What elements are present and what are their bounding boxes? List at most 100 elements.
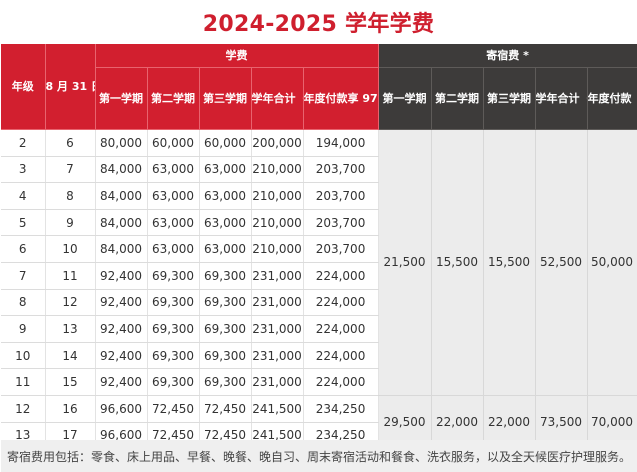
header-boarding-annual: 年度付款（人民币）: [587, 67, 637, 130]
tuition-term3-cell: 69,300: [199, 289, 252, 317]
tuition-term3-cell: 63,000: [199, 182, 252, 210]
tuition-term2-cell: 69,300: [147, 315, 200, 343]
tuition-term3-cell: 72,450: [199, 395, 252, 423]
header-boarding: 寄宿费 *: [378, 44, 637, 68]
tuition-total-cell: 231,000: [251, 262, 304, 290]
header-boarding-term3: 第三学期: [483, 67, 536, 130]
table-row: 11 15 92,400 69,300 69,300 231,000 224,000: [1, 368, 637, 396]
boarding-term1-cell: 29,500: [378, 395, 432, 450]
tuition-term2-cell: 63,000: [147, 235, 200, 263]
age-cell: 8: [45, 182, 96, 210]
tuition-total-cell: 231,000: [251, 368, 304, 396]
boarding-total-cell: 52,500: [535, 129, 588, 396]
header-tuition-annual: 年度付款享 97 折（人民币）: [303, 67, 379, 130]
age-cell: 11: [45, 262, 96, 290]
header-tuition-term1: 第一学期: [95, 67, 148, 130]
tuition-term3-cell: 63,000: [199, 209, 252, 237]
tuition-term1-cell: 84,000: [95, 235, 148, 263]
tuition-term2-cell: 72,450: [147, 395, 200, 423]
tuition-annual-cell: 194,000: [303, 129, 379, 157]
header-tuition-total: 学年合计（人民币）: [251, 67, 304, 130]
tuition-total-cell: 241,500: [251, 395, 304, 423]
tuition-term3-cell: 63,000: [199, 156, 252, 184]
tuition-term3-cell: 69,300: [199, 315, 252, 343]
table-row: 9 13 92,400 69,300 69,300 231,000 224,000: [1, 315, 637, 343]
tuition-annual-cell: 224,000: [303, 289, 379, 317]
boarding-term3-cell: 15,500: [483, 129, 536, 396]
table-row: 3 7 84,000 63,000 63,000 210,000 203,700: [1, 156, 637, 184]
grade-cell: 4: [1, 182, 46, 210]
header-boarding-term1: 第一学期: [378, 67, 432, 130]
footnote: 寄宿费用包括：零食、床上用品、早餐、晚餐、晚自习、周末寄宿活动和餐食、洗衣服务，…: [1, 440, 637, 472]
tuition-term1-cell: 84,000: [95, 156, 148, 184]
table-row: 8 12 92,400 69,300 69,300 231,000 224,000: [1, 289, 637, 317]
age-cell: 7: [45, 156, 96, 184]
tuition-term2-cell: 69,300: [147, 342, 200, 370]
header-tuition-term2: 第二学期: [147, 67, 200, 130]
tuition-term1-cell: 96,600: [95, 395, 148, 423]
tuition-term3-cell: 60,000: [199, 129, 252, 157]
grade-cell: 8: [1, 289, 46, 317]
grade-cell: 9: [1, 315, 46, 343]
tuition-term1-cell: 92,400: [95, 315, 148, 343]
table-row: 5 9 84,000 63,000 63,000 210,000 203,700: [1, 209, 637, 237]
age-cell: 13: [45, 315, 96, 343]
table-row: 12 16 96,600 72,450 72,450 241,500 234,250 29,5…: [1, 395, 637, 450]
grade-cell: 2: [1, 129, 46, 157]
tuition-term1-cell: 92,400: [95, 342, 148, 370]
tuition-term1-cell: 92,400: [95, 368, 148, 396]
tuition-annual-cell: 203,700: [303, 182, 379, 210]
tuition-annual-cell: 234,250: [303, 395, 379, 423]
tuition-term3-cell: 69,300: [199, 368, 252, 396]
header-boarding-total: 学年合计（人民币）: [535, 67, 588, 130]
tuition-annual-cell: 224,000: [303, 342, 379, 370]
table-row: 6 10 84,000 63,000 63,000 210,000 203,700: [1, 235, 637, 263]
header-tuition-term3: 第三学期: [199, 67, 252, 130]
table-row: 4 8 84,000 63,000 63,000 210,000 203,700: [1, 182, 637, 210]
tuition-term2-cell: 63,000: [147, 209, 200, 237]
tuition-term1-cell: 92,400: [95, 262, 148, 290]
tuition-total-cell: 231,000: [251, 289, 304, 317]
table-row: 7 11 92,400 69,300 69,300 231,000 224,000: [1, 262, 637, 290]
tuition-total-cell: 231,000: [251, 315, 304, 343]
age-cell: 16: [45, 395, 96, 423]
boarding-term1-cell: 21,500: [378, 129, 432, 396]
tuition-term1-cell: 80,000: [95, 129, 148, 157]
tuition-total-cell: 210,000: [251, 156, 304, 184]
tuition-annual-cell: 224,000: [303, 262, 379, 290]
table-row: 2 6 80,000 60,000 60,000 200,000 194,000 21,500…: [1, 129, 637, 396]
tuition-term3-cell: 69,300: [199, 342, 252, 370]
tuition-term1-cell: 84,000: [95, 182, 148, 210]
tuition-term1-cell: 84,000: [95, 209, 148, 237]
age-cell: 15: [45, 368, 96, 396]
tuition-total-cell: 200,000: [251, 129, 304, 157]
tuition-annual-cell: 203,700: [303, 209, 379, 237]
tuition-annual-cell: 224,000: [303, 315, 379, 343]
tuition-term1-cell: 92,400: [95, 289, 148, 317]
page-title: 2024-2025 学年学费: [202, 12, 435, 37]
tuition-total-cell: 210,000: [251, 182, 304, 210]
tuition-term2-cell: 63,000: [147, 182, 200, 210]
boarding-annual-cell: 50,000: [587, 129, 637, 396]
age-cell: 10: [45, 235, 96, 263]
tuition-term3-cell: 69,300: [199, 262, 252, 290]
tuition-term2-cell: 63,000: [147, 156, 200, 184]
fee-table: 年级 8 月 31 日前年满 学费 寄宿费 * 第一学期 第二学期 第三学期 学…: [1, 44, 637, 450]
tuition-total-cell: 210,000: [251, 235, 304, 263]
age-cell: 9: [45, 209, 96, 237]
boarding-term2-cell: 15,500: [431, 129, 484, 396]
grade-cell: 12: [1, 395, 46, 423]
tuition-term2-cell: 69,300: [147, 289, 200, 317]
grade-cell: 11: [1, 368, 46, 396]
tuition-term3-cell: 63,000: [199, 235, 252, 263]
age-cell: 12: [45, 289, 96, 317]
age-cell: 14: [45, 342, 96, 370]
tuition-term2-cell: 69,300: [147, 262, 200, 290]
grade-cell: 6: [1, 235, 46, 263]
grade-cell: 7: [1, 262, 46, 290]
grade-cell: 10: [1, 342, 46, 370]
grade-cell: 5: [1, 209, 46, 237]
tuition-total-cell: 210,000: [251, 209, 304, 237]
header-tuition: 学费: [95, 44, 379, 68]
tuition-term2-cell: 60,000: [147, 129, 200, 157]
